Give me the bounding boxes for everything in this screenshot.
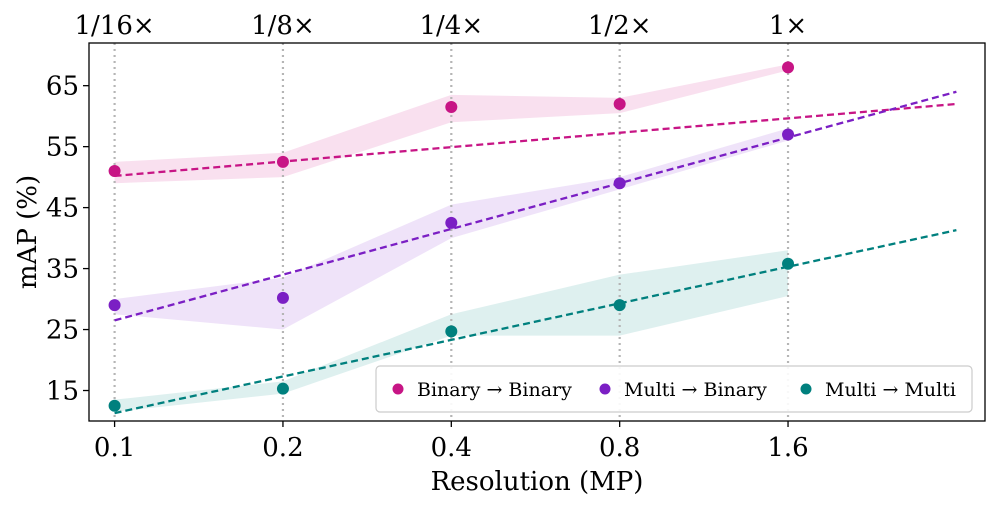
x-tick-label: 0.1 <box>94 433 135 463</box>
point-s2-1 <box>276 382 289 395</box>
point-s1-2 <box>445 216 458 229</box>
point-s0-3 <box>613 97 626 110</box>
legend-label: Multi → Multi <box>825 379 956 401</box>
x-tick-label: 0.4 <box>431 433 472 463</box>
legend-frame <box>375 365 973 413</box>
x-tick-label: 1.6 <box>767 433 808 463</box>
legend-marker-2 <box>800 383 812 395</box>
y-tick-label: 45 <box>46 194 79 224</box>
x-tick-label: 0.2 <box>262 433 303 463</box>
y-tick-label: 15 <box>46 377 79 407</box>
trend-line-1 <box>114 90 957 322</box>
trend-lines <box>114 90 957 415</box>
top-tick-label: 1/16× <box>75 11 155 41</box>
legend-marker-1 <box>599 383 611 395</box>
legend-marker-0 <box>392 383 404 395</box>
plot-frame <box>88 42 986 422</box>
top-tick-label: 1/8× <box>251 11 315 41</box>
point-s0-4 <box>782 61 795 74</box>
y-axis-label: mAP (%) <box>13 175 43 289</box>
data-points <box>108 61 795 412</box>
point-s1-4 <box>782 128 795 141</box>
y-tick-label: 55 <box>46 133 79 163</box>
legend-label: Multi → Binary <box>624 379 767 401</box>
top-tick-label: 1/2× <box>588 11 652 41</box>
y-tick-label: 35 <box>46 255 79 285</box>
y-axis-ticks: 15 25 35 45 55 65 <box>46 72 89 407</box>
x-axis-ticks: 0.1 0.2 0.4 0.8 1.6 <box>94 421 809 463</box>
point-s1-0 <box>108 299 121 312</box>
x-axis-label: Resolution (MP) <box>431 467 644 497</box>
trend-line-2 <box>114 229 957 415</box>
point-s0-0 <box>108 165 121 178</box>
point-s1-1 <box>276 291 289 304</box>
y-tick-label: 25 <box>46 316 79 346</box>
top-tick-label: 1× <box>769 11 807 41</box>
point-s2-2 <box>445 325 458 338</box>
point-s2-0 <box>108 399 121 412</box>
point-s0-1 <box>276 155 289 168</box>
top-axis-labels: 1/16× 1/8× 1/4× 1/2× 1× <box>75 11 808 41</box>
y-tick-label: 65 <box>46 72 79 102</box>
point-s0-2 <box>445 101 458 114</box>
point-s2-3 <box>613 299 626 312</box>
band-0 <box>114 64 789 184</box>
legend-label: Binary → Binary <box>417 379 572 401</box>
x-tick-label: 0.8 <box>599 433 640 463</box>
point-s1-3 <box>613 177 626 190</box>
point-s2-4 <box>782 257 795 270</box>
trend-line-0 <box>114 102 957 178</box>
legend: Binary → Binary Multi → Binary Multi → Mul… <box>375 365 973 413</box>
top-tick-label: 1/4× <box>419 11 483 41</box>
